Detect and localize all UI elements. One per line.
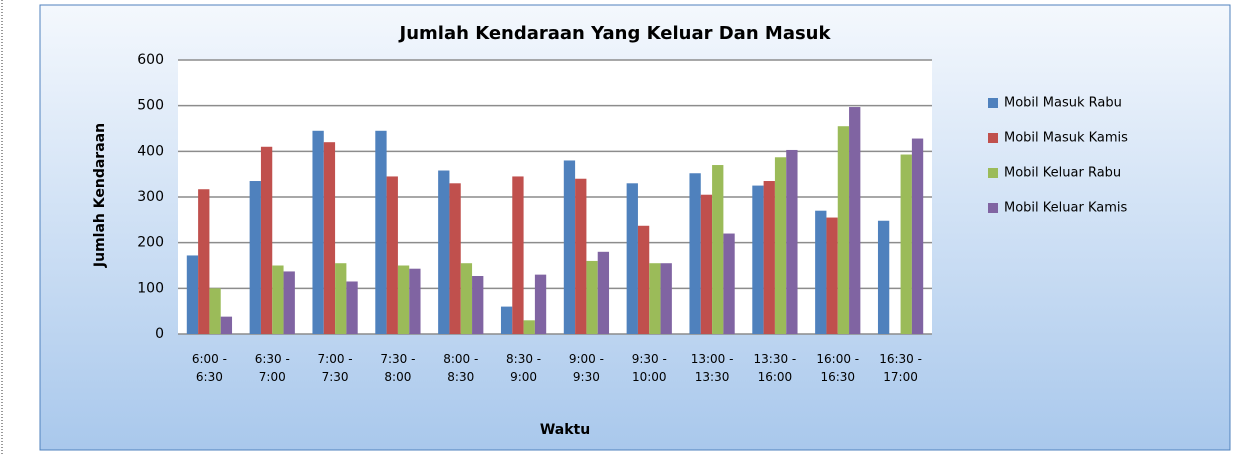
- bar: [335, 263, 347, 334]
- bar: [523, 320, 535, 334]
- bar: [563, 160, 576, 334]
- bar: [911, 138, 924, 334]
- bar: [815, 210, 827, 334]
- bar: [649, 263, 661, 334]
- y-tick-label: 300: [137, 189, 164, 205]
- bar: [312, 130, 324, 334]
- bar: [512, 176, 524, 334]
- x-tick-label: 6:00 - 6:30: [191, 352, 227, 384]
- bar: [375, 130, 387, 334]
- bar: [220, 316, 233, 334]
- y-tick-label: 500: [137, 98, 164, 114]
- legend-swatch: [988, 203, 998, 213]
- legend-swatch: [988, 133, 998, 143]
- bar: [700, 194, 713, 334]
- bar: [575, 178, 587, 334]
- bar: [283, 271, 295, 334]
- legend-label: Mobil Masuk Rabu: [1004, 96, 1122, 111]
- x-tick-label: 9:30 - 10:00: [631, 352, 667, 384]
- legend-swatch: [988, 98, 998, 108]
- x-tick-label: 7:30 - 8:00: [380, 352, 416, 384]
- x-tick-label: 16:00 - 16:30: [816, 352, 860, 384]
- bar: [186, 255, 199, 334]
- bar: [409, 268, 421, 334]
- bar: [500, 306, 513, 334]
- bar: [449, 183, 461, 334]
- y-tick-label: 200: [137, 235, 164, 251]
- x-tick-label: 13:00 - 13:30: [690, 352, 734, 384]
- chart-title: Jumlah Kendaraan Yang Keluar Dan Masuk: [398, 23, 832, 44]
- y-tick-label: 400: [137, 143, 164, 159]
- bar: [786, 149, 798, 334]
- x-tick-label: 8:00 - 8:30: [443, 352, 479, 384]
- bar: [849, 107, 861, 334]
- legend-label: Mobil Keluar Rabu: [1004, 166, 1121, 181]
- x-tick-label: 16:30 - 17:00: [879, 352, 922, 384]
- bar: [323, 142, 336, 334]
- bar: [877, 220, 890, 334]
- bar: [272, 265, 284, 334]
- y-tick-label: 600: [137, 52, 164, 68]
- x-tick-label: 6:30 - 7:00: [254, 352, 290, 384]
- y-axis-title: Jumlah Kendaraan: [92, 123, 108, 268]
- bar: [752, 185, 764, 334]
- bar: [386, 176, 398, 334]
- bar: [763, 181, 775, 334]
- bar: [774, 157, 787, 334]
- x-tick-label: 9:00 - 9:30: [568, 352, 604, 384]
- bar: [534, 274, 547, 334]
- bar: [438, 170, 450, 334]
- bar: [712, 165, 724, 334]
- bar: [723, 233, 735, 334]
- bar: [626, 183, 638, 334]
- bar: [397, 265, 410, 334]
- bar: [689, 173, 701, 334]
- bar: [660, 263, 672, 334]
- bar: [198, 189, 210, 334]
- bar: [249, 181, 261, 334]
- y-tick-label: 100: [137, 280, 164, 296]
- x-axis-title: Waktu: [540, 422, 590, 438]
- bar: [586, 260, 598, 334]
- x-tick-label: 8:30 - 9:00: [506, 352, 542, 384]
- y-tick-label: 0: [155, 326, 164, 342]
- bar: [837, 126, 850, 334]
- bar: [637, 225, 650, 334]
- legend-label: Mobil Keluar Kamis: [1004, 201, 1127, 216]
- bar: [460, 263, 473, 334]
- bar: [472, 276, 484, 334]
- bar: [597, 251, 610, 334]
- legend-swatch: [988, 168, 998, 178]
- legend-label: Mobil Masuk Kamis: [1004, 131, 1128, 146]
- x-tick-label: 13:30 - 16:00: [753, 352, 797, 384]
- bar: [260, 146, 273, 334]
- x-tick-label: 7:00 - 7:30: [317, 352, 353, 384]
- bar: [209, 288, 221, 334]
- bar: [346, 281, 358, 334]
- bar: [900, 154, 912, 334]
- bar: [826, 217, 838, 334]
